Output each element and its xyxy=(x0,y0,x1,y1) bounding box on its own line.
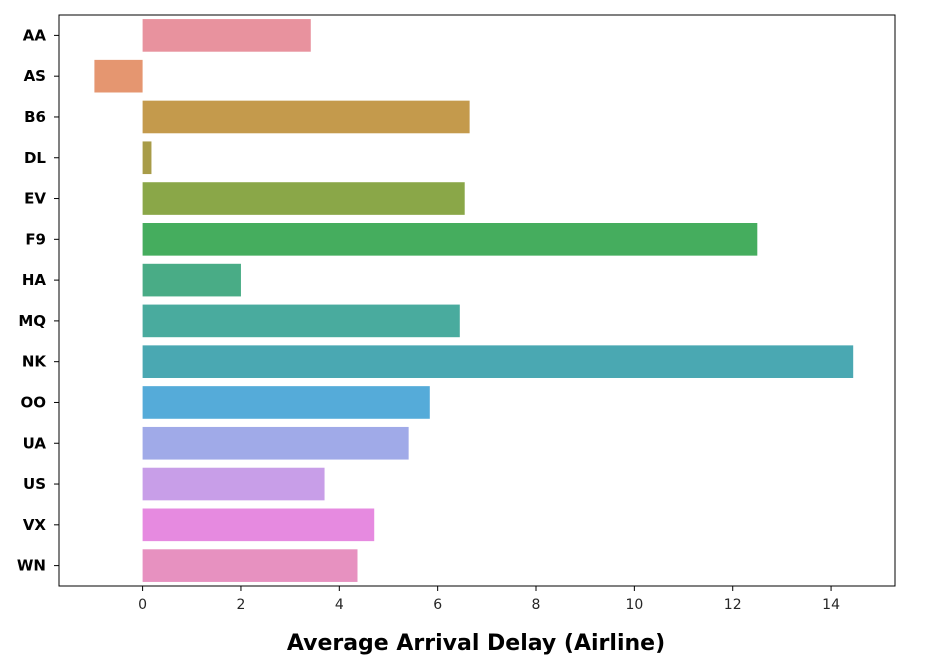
plot-frame xyxy=(58,14,896,587)
x-tick-label-8: 8 xyxy=(532,597,541,613)
x-tick-label-12: 12 xyxy=(724,597,742,613)
x-tick-label-14: 14 xyxy=(822,597,840,613)
y-tick-label-b6: B6 xyxy=(24,108,46,126)
y-tick-label-us: US xyxy=(23,475,46,493)
bar-f9 xyxy=(142,223,758,256)
x-tick-label-6: 6 xyxy=(433,597,442,613)
bar-mq xyxy=(142,304,460,338)
x-tick-label-0: 0 xyxy=(138,597,147,613)
bar-ha xyxy=(142,263,241,297)
bars-layer xyxy=(94,19,854,582)
x-axis: 0 2 4 6 8 10 12 14 xyxy=(138,586,840,613)
bar-b6 xyxy=(142,100,470,134)
y-axis: AA AS B6 DL EV F9 HA MQ NK OO UA US VX WN xyxy=(17,26,59,575)
bar-nk xyxy=(142,345,854,378)
y-tick-label-vx: VX xyxy=(23,516,47,534)
bar-wn xyxy=(142,549,358,582)
bar-oo xyxy=(142,386,430,419)
bar-ua xyxy=(142,426,409,460)
x-tick-label-2: 2 xyxy=(236,597,245,613)
x-axis-label: Average Arrival Delay (Airline) xyxy=(287,631,665,656)
y-tick-label-aa: AA xyxy=(23,26,47,44)
bar-dl xyxy=(142,141,152,175)
x-tick-label-10: 10 xyxy=(625,597,643,613)
y-tick-label-wn: WN xyxy=(17,557,46,575)
bar-us xyxy=(142,467,325,501)
bar-as xyxy=(94,59,143,93)
bar-vx xyxy=(142,508,375,542)
y-tick-label-ev: EV xyxy=(24,190,46,208)
y-tick-label-mq: MQ xyxy=(18,312,46,330)
y-tick-label-ha: HA xyxy=(22,271,47,289)
bar-aa xyxy=(142,19,311,52)
y-tick-label-ua: UA xyxy=(23,434,47,452)
y-tick-label-f9: F9 xyxy=(25,230,46,248)
x-tick-label-4: 4 xyxy=(335,597,344,613)
y-tick-label-oo: OO xyxy=(20,393,46,411)
y-tick-label-dl: DL xyxy=(24,149,46,167)
y-tick-label-nk: NK xyxy=(22,353,48,371)
bar-ev xyxy=(142,182,465,215)
y-tick-label-as: AS xyxy=(24,67,46,85)
